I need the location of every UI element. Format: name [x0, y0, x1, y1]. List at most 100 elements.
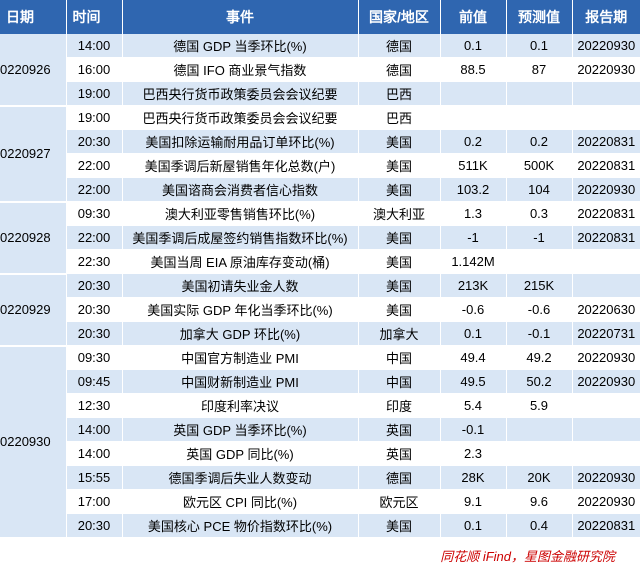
previous-value-cell: 0.2	[440, 129, 507, 154]
forecast-value-cell: 20K	[506, 465, 573, 490]
country-cell: 中国	[358, 369, 441, 394]
country-cell: 德国	[358, 34, 441, 58]
forecast-value-cell: -0.6	[506, 297, 573, 322]
previous-value-cell: -1	[440, 225, 507, 250]
country-cell: 澳大利亚	[358, 201, 441, 226]
country-cell: 欧元区	[358, 489, 441, 514]
event-cell: 欧元区 CPI 同比(%)	[122, 489, 359, 514]
time-cell: 22:30	[66, 249, 123, 274]
report-period-cell: 20220930	[572, 177, 640, 202]
report-period-cell: 20220831	[572, 513, 640, 538]
date-cell: 0220929	[0, 273, 67, 347]
country-cell: 美国	[358, 249, 441, 274]
table-row: 09:45 中国财新制造业 PMI 中国 49.5 50.2 20220930	[0, 369, 640, 394]
time-cell: 19:00	[66, 81, 123, 106]
time-cell: 09:45	[66, 369, 123, 394]
event-cell: 美国核心 PCE 物价指数环比(%)	[122, 513, 359, 538]
table-row: 20:30 加拿大 GDP 环比(%) 加拿大 0.1 -0.1 20220731	[0, 321, 640, 346]
previous-value-cell: 1.142M	[440, 249, 507, 274]
time-cell: 20:30	[66, 321, 123, 346]
table-row: 0220929 20:30 美国初请失业金人数 美国 213K 215K	[0, 273, 640, 347]
previous-value-cell: -0.1	[440, 417, 507, 442]
forecast-value-cell: 500K	[506, 153, 573, 178]
previous-value-cell: 28K	[440, 465, 507, 490]
report-period-cell: 20220831	[572, 225, 640, 250]
forecast-value-cell: 0.2	[506, 129, 573, 154]
table-row: 22:00 美国谘商会消费者信心指数 美国 103.2 104 20220930	[0, 177, 640, 202]
previous-value-cell	[440, 105, 507, 130]
report-period-cell: 20220930	[572, 345, 640, 370]
country-cell: 德国	[358, 465, 441, 490]
report-period-cell: 20220930	[572, 489, 640, 514]
event-cell: 美国实际 GDP 年化当季环比(%)	[122, 297, 359, 322]
report-period-cell	[572, 393, 640, 418]
forecast-value-cell	[506, 417, 573, 442]
economic-calendar-table-container: 日期 时间 事件 国家/地区 前值 预测值 报告期 0220926 14:00 德国…	[0, 0, 640, 539]
report-period-cell	[572, 105, 640, 130]
previous-value-cell: 0.1	[440, 34, 507, 58]
event-cell: 德国 IFO 商业景气指数	[122, 57, 359, 82]
table-row: 16:00 德国 IFO 商业景气指数 德国 88.5 87 20220930	[0, 57, 640, 82]
previous-value-cell: 1.3	[440, 201, 507, 226]
forecast-value-cell	[506, 81, 573, 106]
event-cell: 德国季调后失业人数变动	[122, 465, 359, 490]
previous-value-cell: -0.6	[440, 297, 507, 322]
country-cell: 美国	[358, 129, 441, 154]
forecast-value-cell: 50.2	[506, 369, 573, 394]
report-period-cell	[572, 417, 640, 442]
country-cell: 英国	[358, 441, 441, 466]
event-cell: 美国季调后新屋销售年化总数(户)	[122, 153, 359, 178]
report-period-cell: 20220930	[572, 57, 640, 82]
table-row: 20:30 美国核心 PCE 物价指数环比(%) 美国 0.1 0.4 20220831	[0, 513, 640, 538]
previous-value-cell: 9.1	[440, 489, 507, 514]
header-row: 日期 时间 事件 国家/地区 前值 预测值 报告期	[0, 0, 640, 34]
date-cell: 0220926	[0, 34, 67, 107]
time-cell: 09:30	[66, 201, 123, 226]
date-cell: 0220930	[0, 345, 67, 539]
time-cell: 22:00	[66, 177, 123, 202]
table-row: 20:30 美国扣除运输耐用品订单环比(%) 美国 0.2 0.2 20220831	[0, 129, 640, 154]
time-cell: 20:30	[66, 273, 123, 298]
table-row: 19:00 巴西央行货币政策委员会会议纪要 巴西	[0, 81, 640, 106]
country-cell: 美国	[358, 297, 441, 322]
report-period-cell	[572, 273, 640, 298]
header-report-period: 报告期	[572, 0, 640, 34]
event-cell: 巴西央行货币政策委员会会议纪要	[122, 105, 359, 130]
table-row: 14:00 英国 GDP 当季环比(%) 英国 -0.1	[0, 417, 640, 442]
table-row: 22:30 美国当周 EIA 原油库存变动(桶) 美国 1.142M	[0, 249, 640, 274]
event-cell: 英国 GDP 同比(%)	[122, 441, 359, 466]
forecast-value-cell	[506, 249, 573, 274]
forecast-value-cell: 104	[506, 177, 573, 202]
event-cell: 德国 GDP 当季环比(%)	[122, 34, 359, 58]
forecast-value-cell: 0.1	[506, 34, 573, 58]
report-period-cell: 20220831	[572, 201, 640, 226]
time-cell: 14:00	[66, 34, 123, 58]
report-period-cell: 20220630	[572, 297, 640, 322]
event-cell: 美国谘商会消费者信心指数	[122, 177, 359, 202]
header-event: 事件	[122, 0, 359, 34]
time-cell: 22:00	[66, 153, 123, 178]
previous-value-cell: 2.3	[440, 441, 507, 466]
report-period-cell	[572, 249, 640, 274]
forecast-value-cell: -0.1	[506, 321, 573, 346]
time-cell: 17:00	[66, 489, 123, 514]
country-cell: 美国	[358, 225, 441, 250]
time-cell: 22:00	[66, 225, 123, 250]
event-cell: 英国 GDP 当季环比(%)	[122, 417, 359, 442]
header-previous: 前值	[440, 0, 507, 34]
time-cell: 19:00	[66, 105, 123, 130]
previous-value-cell: 213K	[440, 273, 507, 298]
previous-value-cell: 5.4	[440, 393, 507, 418]
time-cell: 14:00	[66, 441, 123, 466]
table-row: 0220926 14:00 德国 GDP 当季环比(%) 德国 0.1 0.1 202209…	[0, 34, 640, 107]
report-period-cell: 20220831	[572, 153, 640, 178]
table-row: 22:00 美国季调后新屋销售年化总数(户) 美国 511K 500K 20220831	[0, 153, 640, 178]
table-body: 0220926 14:00 德国 GDP 当季环比(%) 德国 0.1 0.1 202209…	[0, 34, 640, 539]
country-cell: 中国	[358, 345, 441, 370]
forecast-value-cell	[506, 441, 573, 466]
forecast-value-cell: 87	[506, 57, 573, 82]
event-cell: 中国官方制造业 PMI	[122, 345, 359, 370]
country-cell: 美国	[358, 177, 441, 202]
country-cell: 印度	[358, 393, 441, 418]
report-period-cell: 20220831	[572, 129, 640, 154]
